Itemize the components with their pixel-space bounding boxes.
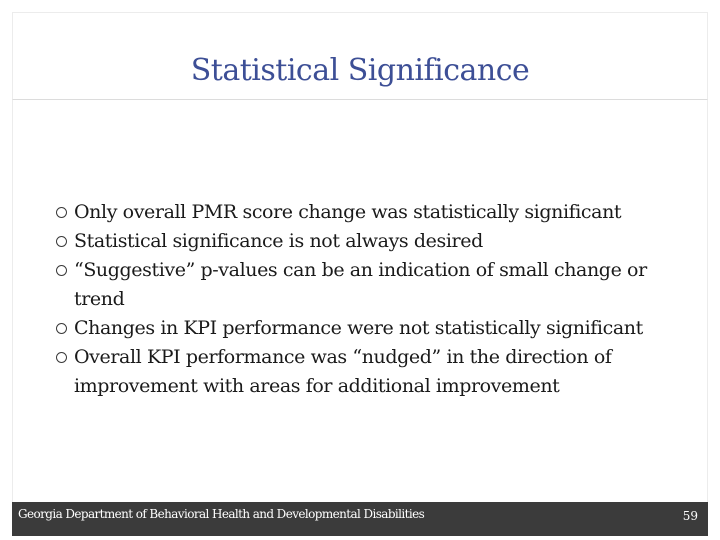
bullet-item: Statistical significance is not always d… (56, 227, 680, 256)
hollow-circle-icon (56, 265, 67, 276)
bullet-text: Only overall PMR score change was statis… (74, 201, 622, 223)
bullet-item: Changes in KPI performance were not stat… (56, 314, 680, 343)
bullet-text: Statistical significance is not always d… (74, 230, 483, 252)
title-area: Statistical Significance (12, 12, 708, 100)
hollow-circle-icon (56, 207, 67, 218)
footer-bar: Georgia Department of Behavioral Health … (12, 502, 708, 536)
bullet-text: Changes in KPI performance were not stat… (74, 317, 643, 339)
bullet-item: Overall KPI performance was “nudged” in … (56, 343, 680, 401)
content-area (12, 100, 708, 502)
hollow-circle-icon (56, 323, 67, 334)
bullet-text: Overall KPI performance was “nudged” in … (74, 346, 612, 397)
bullet-item: Only overall PMR score change was statis… (56, 198, 680, 227)
page-number: 59 (682, 509, 698, 523)
bullet-item: “Suggestive” p-values can be an indicati… (56, 256, 680, 314)
slide-title: Statistical Significance (190, 53, 530, 88)
bullet-list: Only overall PMR score change was statis… (56, 198, 680, 401)
hollow-circle-icon (56, 236, 67, 247)
hollow-circle-icon (56, 352, 67, 363)
bullet-text: “Suggestive” p-values can be an indicati… (74, 259, 647, 310)
footer-organization: Georgia Department of Behavioral Health … (18, 507, 425, 521)
